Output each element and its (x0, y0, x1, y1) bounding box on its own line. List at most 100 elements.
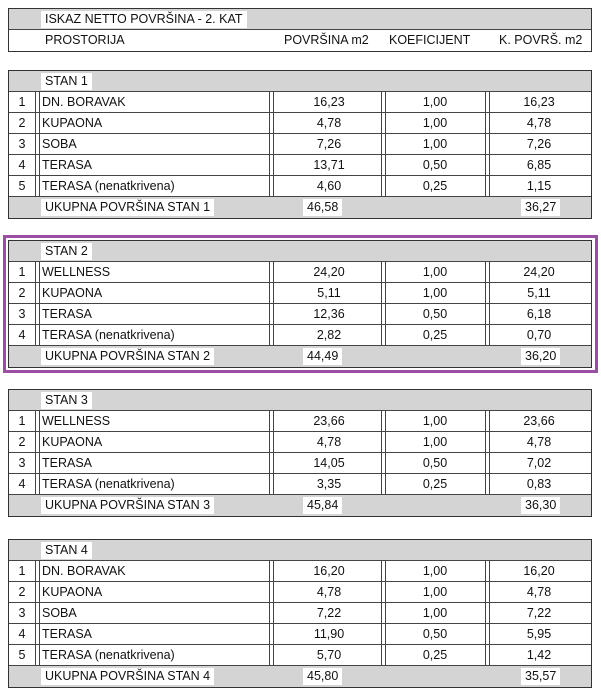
room-name: TERASA (42, 627, 93, 641)
table-row: 3 TERASA 14,05 0,50 7,02 (9, 453, 591, 474)
divider (35, 325, 40, 345)
row-number: 3 (18, 137, 26, 151)
coefficient-value: 0,50 (422, 307, 448, 321)
apartment-header: STAN 2 (9, 241, 591, 262)
k-area-value: 7,02 (526, 456, 552, 470)
divider (35, 474, 40, 494)
divider (269, 645, 274, 665)
area-value: 12,36 (313, 307, 345, 321)
divider (269, 411, 274, 431)
table-row: 3 SOBA 7,26 1,00 7,26 (9, 134, 591, 155)
total-row: UKUPNA POVRŠINA STAN 4 45,80 35,57 (9, 666, 591, 687)
total-k-area: 36,30 (521, 497, 561, 514)
area-value: 7,22 (316, 606, 342, 620)
total-label: UKUPNA POVRŠINA STAN 4 (41, 668, 215, 685)
row-number: 3 (18, 456, 26, 470)
divider (269, 603, 274, 623)
coefficient-value: 0,50 (422, 456, 448, 470)
room-name: WELLNESS (42, 414, 111, 428)
area-value: 4,60 (316, 179, 342, 193)
k-area-value: 5,95 (526, 627, 552, 641)
total-label: UKUPNA POVRŠINA STAN 3 (41, 497, 215, 514)
area-value: 4,78 (316, 585, 342, 599)
apartment-title: STAN 4 (41, 542, 92, 559)
room-name: TERASA (42, 158, 93, 172)
highlight-box (3, 235, 598, 373)
total-area: 45,84 (303, 497, 343, 514)
coefficient-value: 1,00 (422, 95, 448, 109)
total-label: UKUPNA POVRŠINA STAN 1 (41, 199, 215, 216)
divider (381, 453, 386, 473)
coefficient-value: 1,00 (422, 265, 448, 279)
divider (35, 603, 40, 623)
total-area: 45,80 (303, 668, 343, 685)
divider (485, 411, 490, 431)
area-value: 13,71 (313, 158, 345, 172)
k-area-value: 4,78 (526, 116, 552, 130)
total-row: UKUPNA POVRŠINA STAN 1 46,58 36,27 (9, 197, 591, 218)
coefficient-value: 0,25 (422, 477, 448, 491)
divider (269, 325, 274, 345)
total-row: UKUPNA POVRŠINA STAN 2 44,49 36,20 (9, 346, 591, 367)
divider (381, 134, 386, 154)
table-row: 2 KUPAONA 5,11 1,00 5,11 (9, 283, 591, 304)
area-value: 16,20 (313, 564, 345, 578)
area-value: 5,11 (317, 286, 341, 300)
divider (381, 113, 386, 133)
apartment-header: STAN 4 (9, 540, 591, 561)
area-value: 3,35 (316, 477, 342, 491)
area-value: 5,70 (316, 648, 342, 662)
row-number: 1 (18, 265, 26, 279)
divider (381, 92, 386, 112)
divider (381, 283, 386, 303)
coefficient-value: 1,00 (422, 435, 448, 449)
divider (269, 134, 274, 154)
divider (485, 262, 490, 282)
area-value: 4,78 (316, 116, 342, 130)
k-area-value: 0,83 (526, 477, 552, 491)
table-row: 3 TERASA 12,36 0,50 6,18 (9, 304, 591, 325)
apartment-title: STAN 1 (41, 73, 92, 90)
divider (269, 113, 274, 133)
coefficient-value: 0,25 (422, 179, 448, 193)
total-label: UKUPNA POVRŠINA STAN 2 (41, 348, 215, 365)
table-row: 2 KUPAONA 4,78 1,00 4,78 (9, 582, 591, 603)
divider (381, 325, 386, 345)
k-area-value: 0,70 (526, 328, 552, 342)
divider (485, 603, 490, 623)
k-area-value: 7,26 (526, 137, 552, 151)
divider (35, 134, 40, 154)
area-value: 11,90 (313, 627, 345, 641)
divider (269, 561, 274, 581)
divider (381, 432, 386, 452)
coefficient-value: 0,25 (422, 328, 448, 342)
k-area-value: 4,78 (526, 435, 552, 449)
coefficient-value: 1,00 (422, 137, 448, 151)
area-value: 14,05 (313, 456, 345, 470)
divider (485, 113, 490, 133)
room-name: DN. BORAVAK (42, 95, 126, 109)
table-row: 4 TERASA (nenatkrivena) 3,35 0,25 0,83 (9, 474, 591, 495)
table-row: 1 WELLNESS 23,66 1,00 23,66 (9, 411, 591, 432)
coefficient-value: 1,00 (422, 286, 448, 300)
col-karea: K. POVRŠ. m2 (499, 33, 583, 47)
divider (381, 411, 386, 431)
divider (381, 582, 386, 602)
table-row: 1 DN. BORAVAK 16,20 1,00 16,20 (9, 561, 591, 582)
row-number: 3 (18, 606, 26, 620)
apartment-header: STAN 3 (9, 390, 591, 411)
divider (35, 561, 40, 581)
coefficient-value: 1,00 (422, 414, 448, 428)
divider (381, 474, 386, 494)
coefficient-value: 1,00 (422, 116, 448, 130)
divider (485, 134, 490, 154)
total-area: 46,58 (303, 199, 343, 216)
row-number: 1 (18, 95, 26, 109)
divider (269, 155, 274, 175)
divider (485, 453, 490, 473)
room-name: TERASA (nenatkrivena) (42, 477, 175, 491)
divider (35, 176, 40, 196)
divider (485, 645, 490, 665)
area-value: 16,23 (313, 95, 345, 109)
divider (35, 624, 40, 644)
